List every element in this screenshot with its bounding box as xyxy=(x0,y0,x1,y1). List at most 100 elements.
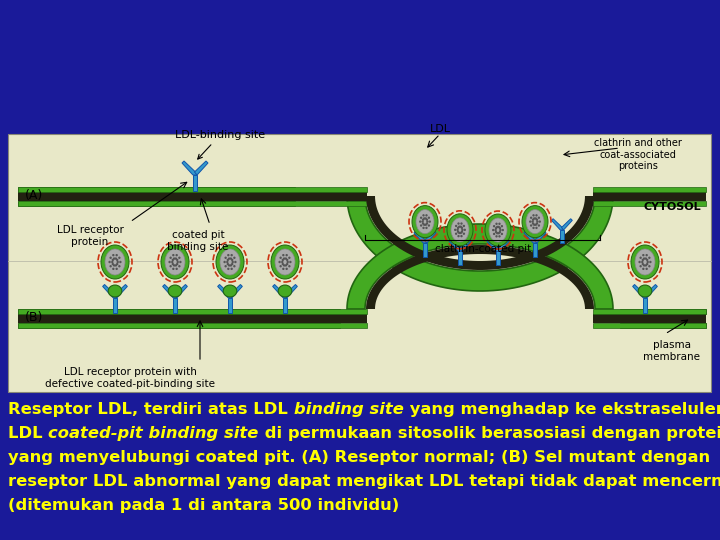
Circle shape xyxy=(464,228,466,231)
Circle shape xyxy=(498,222,500,225)
Circle shape xyxy=(534,224,537,226)
Circle shape xyxy=(112,259,114,261)
Circle shape xyxy=(463,233,465,235)
Circle shape xyxy=(642,259,644,261)
Circle shape xyxy=(642,263,644,265)
Circle shape xyxy=(642,254,644,256)
Circle shape xyxy=(118,256,120,259)
Text: CYTOSOL: CYTOSOL xyxy=(643,202,701,212)
Circle shape xyxy=(118,265,120,267)
Circle shape xyxy=(288,256,291,259)
Circle shape xyxy=(171,263,174,265)
Ellipse shape xyxy=(416,210,434,234)
Ellipse shape xyxy=(278,285,292,297)
Circle shape xyxy=(173,264,176,267)
Circle shape xyxy=(644,258,647,260)
Circle shape xyxy=(231,263,233,265)
Polygon shape xyxy=(459,239,471,251)
Circle shape xyxy=(286,259,289,261)
Circle shape xyxy=(530,217,532,219)
Circle shape xyxy=(173,258,176,260)
Circle shape xyxy=(423,217,426,220)
Circle shape xyxy=(534,217,537,220)
Circle shape xyxy=(496,226,498,228)
Circle shape xyxy=(532,214,535,217)
Circle shape xyxy=(176,268,178,270)
FancyBboxPatch shape xyxy=(593,201,706,206)
Text: binding site: binding site xyxy=(294,402,403,417)
Ellipse shape xyxy=(223,285,237,297)
Circle shape xyxy=(225,265,227,267)
Circle shape xyxy=(426,227,428,229)
Circle shape xyxy=(426,222,428,225)
Circle shape xyxy=(532,219,534,221)
Circle shape xyxy=(227,254,230,256)
Circle shape xyxy=(421,220,424,223)
Text: reseptor LDL abnormal yang dapat mengikat LDL tetapi tidak dapat mencerna: reseptor LDL abnormal yang dapat mengika… xyxy=(8,474,720,489)
Polygon shape xyxy=(414,231,427,243)
Polygon shape xyxy=(194,161,208,175)
Polygon shape xyxy=(174,285,187,298)
Polygon shape xyxy=(283,298,287,313)
Circle shape xyxy=(176,263,179,265)
FancyBboxPatch shape xyxy=(593,309,706,314)
FancyBboxPatch shape xyxy=(8,134,711,392)
Circle shape xyxy=(282,268,284,270)
Ellipse shape xyxy=(271,245,299,279)
Circle shape xyxy=(231,259,233,261)
Circle shape xyxy=(536,219,538,221)
Polygon shape xyxy=(366,196,594,270)
Ellipse shape xyxy=(635,249,655,275)
Circle shape xyxy=(228,258,230,260)
Circle shape xyxy=(113,264,115,267)
Ellipse shape xyxy=(489,218,507,242)
Circle shape xyxy=(495,227,498,229)
Circle shape xyxy=(426,220,428,223)
Circle shape xyxy=(502,229,504,231)
Circle shape xyxy=(428,224,430,227)
Circle shape xyxy=(531,220,534,223)
FancyBboxPatch shape xyxy=(18,314,340,323)
Polygon shape xyxy=(496,252,500,265)
Text: LDL receptor protein with
defective coated-pit-binding site: LDL receptor protein with defective coat… xyxy=(45,367,215,389)
Ellipse shape xyxy=(275,249,295,275)
Circle shape xyxy=(228,264,230,267)
Circle shape xyxy=(648,265,651,267)
Circle shape xyxy=(644,264,647,267)
Circle shape xyxy=(426,214,428,217)
Text: yang menyelubungi coated pit. (A) Reseptor normal; (B) Sel mutant dengan: yang menyelubungi coated pit. (A) Resept… xyxy=(8,450,710,465)
Circle shape xyxy=(287,261,289,263)
Circle shape xyxy=(120,261,122,263)
Polygon shape xyxy=(423,243,427,256)
Circle shape xyxy=(227,259,229,261)
Circle shape xyxy=(172,254,174,256)
Circle shape xyxy=(495,229,497,231)
FancyBboxPatch shape xyxy=(593,314,706,323)
Circle shape xyxy=(457,231,459,233)
Ellipse shape xyxy=(161,245,189,279)
Circle shape xyxy=(420,224,423,227)
Circle shape xyxy=(459,232,462,234)
Polygon shape xyxy=(562,219,572,230)
Circle shape xyxy=(643,258,645,260)
Text: (ditemukan pada 1 di antara 500 individu): (ditemukan pada 1 di antara 500 individu… xyxy=(8,498,400,513)
Polygon shape xyxy=(644,285,657,298)
FancyBboxPatch shape xyxy=(18,309,367,314)
Circle shape xyxy=(422,219,424,221)
Circle shape xyxy=(176,254,178,256)
Polygon shape xyxy=(113,298,117,313)
Circle shape xyxy=(283,258,285,260)
Circle shape xyxy=(288,265,291,267)
Circle shape xyxy=(116,263,118,265)
Circle shape xyxy=(227,263,229,265)
Circle shape xyxy=(499,229,502,231)
Ellipse shape xyxy=(451,218,469,242)
Circle shape xyxy=(422,222,424,225)
Circle shape xyxy=(639,261,641,263)
Circle shape xyxy=(645,254,648,256)
Circle shape xyxy=(114,264,117,267)
Circle shape xyxy=(284,264,287,267)
Text: clathrin and other
coat-associated
proteins: clathrin and other coat-associated prote… xyxy=(594,138,682,171)
Circle shape xyxy=(227,268,230,270)
Ellipse shape xyxy=(216,245,244,279)
